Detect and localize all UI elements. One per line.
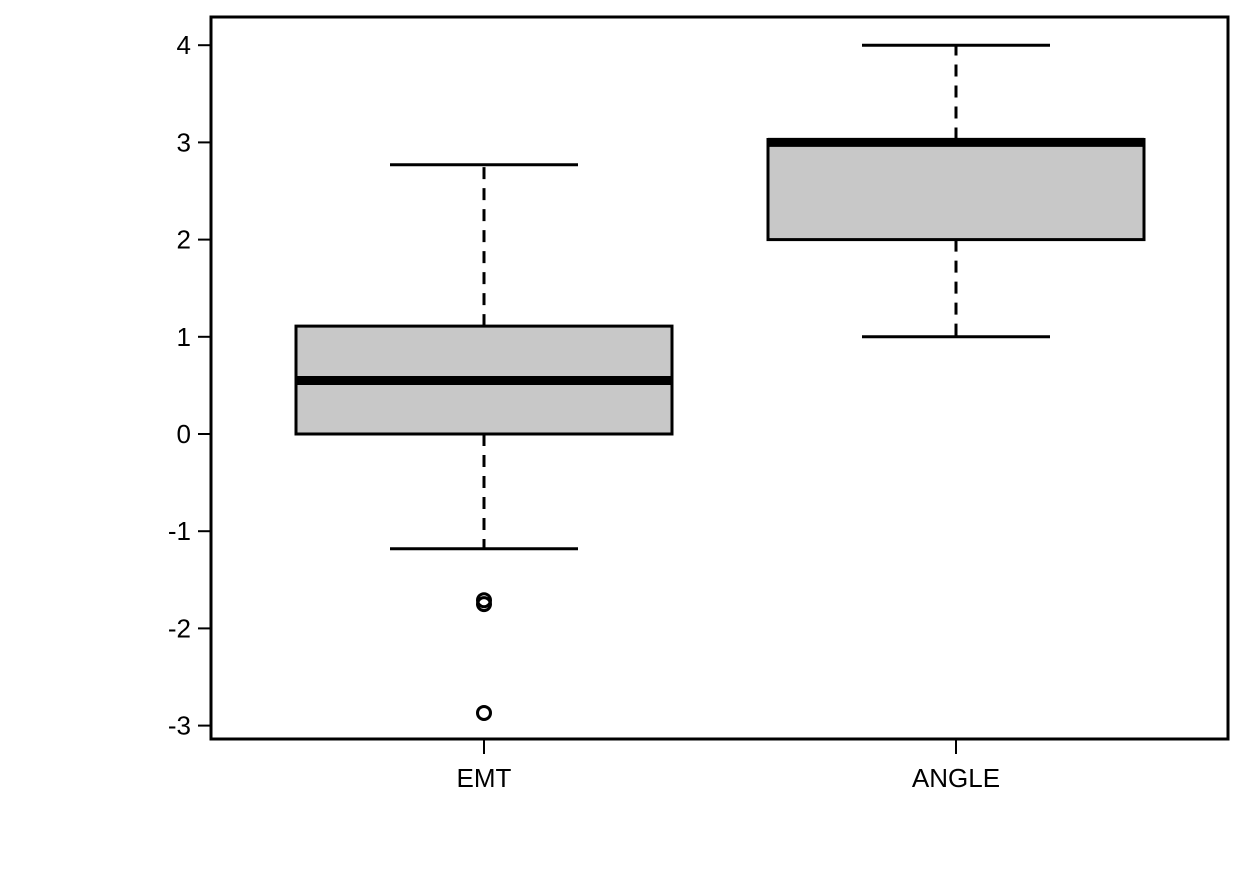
x-axis: EMT ANGLE <box>457 739 1000 793</box>
y-tick-label: -2 <box>168 613 191 643</box>
box-angle <box>766 43 1146 339</box>
outlier-point <box>476 596 492 613</box>
y-tick-label: 1 <box>177 322 191 352</box>
y-tick-label: 3 <box>177 127 191 157</box>
y-tick-label: 0 <box>177 419 191 449</box>
x-tick-label: ANGLE <box>912 763 1000 793</box>
plot-frame <box>209 15 1230 741</box>
y-tick-label: -3 <box>168 711 191 741</box>
outlier-point <box>476 704 492 721</box>
y-tick-label: 4 <box>177 30 191 60</box>
boxes <box>294 43 1146 721</box>
box-emt <box>294 163 674 721</box>
x-tick-label: EMT <box>457 763 512 793</box>
y-tick-label: -1 <box>168 516 191 546</box>
y-tick-label: 2 <box>177 225 191 255</box>
box-iqr <box>766 137 1146 242</box>
y-axis: -3 -2 -1 0 1 2 3 4 <box>168 30 211 741</box>
